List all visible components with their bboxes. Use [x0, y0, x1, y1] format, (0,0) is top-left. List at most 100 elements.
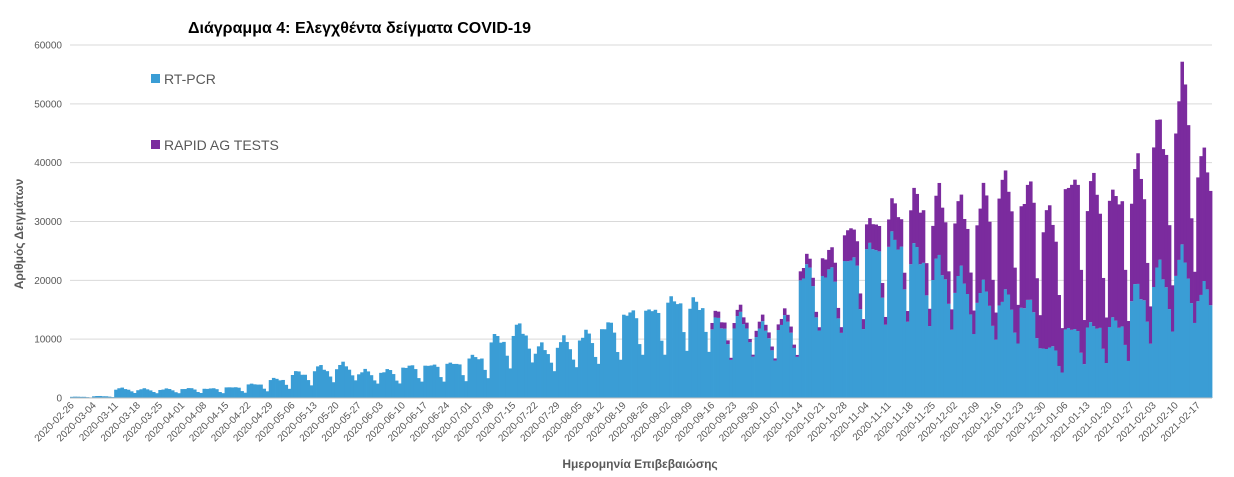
bar-rt-pcr	[527, 348, 531, 398]
bar-rt-pcr	[152, 391, 156, 398]
bar-rapid-ag-tests	[950, 309, 954, 330]
bar-rt-pcr	[704, 331, 708, 398]
bar-rapid-ag-tests	[1161, 149, 1166, 280]
bar-rapid-ag-tests	[1057, 295, 1061, 366]
bar-rt-pcr	[565, 341, 569, 398]
bar-rt-pcr	[1066, 328, 1071, 398]
bar-rt-pcr	[792, 347, 796, 398]
bar-rt-pcr	[170, 390, 175, 398]
bar-rt-pcr	[707, 351, 711, 398]
bar-rt-pcr	[820, 275, 825, 398]
bar-rt-pcr	[404, 367, 408, 398]
legend: RT-PCR RAPID AG TESTS	[151, 71, 279, 153]
bar-rt-pcr	[940, 275, 945, 398]
bar-rt-pcr	[123, 389, 128, 398]
legend-label-rapid-ag-tests: RAPID AG TESTS	[164, 137, 279, 153]
bar-rapid-ag-tests	[713, 310, 718, 318]
bar-rt-pcr	[1129, 301, 1134, 398]
bar-rt-pcr	[394, 380, 399, 398]
bar-rt-pcr	[388, 370, 393, 398]
bar-rt-pcr	[1158, 259, 1162, 398]
bar-rt-pcr	[688, 308, 692, 398]
bar-rt-pcr	[795, 356, 800, 398]
bar-rt-pcr	[751, 356, 755, 398]
bar-rt-pcr	[366, 371, 371, 398]
bar-rapid-ag-tests	[1000, 179, 1005, 302]
bar-rt-pcr	[448, 362, 453, 398]
bar-rapid-ag-tests	[984, 195, 989, 292]
bar-rapid-ag-tests	[1129, 203, 1134, 302]
y-tick-label: 10000	[34, 335, 62, 346]
bar-rapid-ag-tests	[830, 247, 834, 268]
bar-rapid-ag-tests	[1104, 317, 1109, 364]
bar-rapid-ag-tests	[988, 221, 992, 306]
bar-rt-pcr	[350, 375, 355, 398]
bar-rt-pcr	[735, 316, 740, 398]
bar-rt-pcr	[823, 277, 828, 398]
bar-rt-pcr	[1016, 343, 1020, 398]
bar-rt-pcr	[776, 330, 781, 398]
bar-rapid-ag-tests	[811, 277, 815, 287]
bar-rt-pcr	[947, 303, 951, 398]
bar-rapid-ag-tests	[760, 314, 765, 322]
bar-rt-pcr	[458, 364, 462, 398]
bar-rt-pcr	[117, 388, 121, 398]
bar-rapid-ag-tests	[1088, 181, 1093, 323]
bar-rt-pcr	[1101, 348, 1106, 398]
bar-rt-pcr	[1123, 344, 1128, 398]
bar-rt-pcr	[133, 392, 137, 398]
bar-rapid-ag-tests	[764, 324, 768, 331]
bar-rt-pcr	[628, 312, 632, 398]
bar-rt-pcr	[644, 310, 648, 398]
bar-rapid-ag-tests	[1025, 184, 1030, 300]
bar-rt-pcr	[1003, 289, 1008, 398]
bar-rt-pcr	[360, 372, 364, 398]
bar-rt-pcr	[1148, 343, 1153, 398]
bar-rt-pcr	[1104, 363, 1109, 398]
bar-rt-pcr	[155, 393, 159, 398]
bar-rt-pcr	[189, 388, 194, 398]
bar-rt-pcr	[1035, 338, 1039, 398]
bar-rapid-ag-tests	[757, 321, 762, 329]
bar-rt-pcr	[268, 380, 273, 398]
bar-rt-pcr	[817, 330, 822, 398]
bar-rt-pcr	[883, 324, 888, 398]
bar-rt-pcr	[852, 257, 856, 398]
bar-rt-pcr	[369, 375, 374, 398]
bar-rt-pcr	[877, 251, 882, 398]
bar-rt-pcr	[211, 388, 216, 398]
bar-rapid-ag-tests	[732, 323, 737, 329]
bar-rt-pcr	[864, 249, 869, 398]
bar-rapid-ag-tests	[1060, 328, 1065, 373]
bar-rt-pcr	[344, 366, 349, 398]
bar-rt-pcr	[1164, 287, 1169, 398]
bar-rapid-ag-tests	[937, 182, 942, 255]
bar-rt-pcr	[1019, 307, 1024, 398]
bar-rapid-ag-tests	[782, 308, 787, 316]
bar-rt-pcr	[666, 302, 670, 398]
bar-rt-pcr	[129, 391, 134, 398]
bar-rt-pcr	[1060, 372, 1065, 398]
bar-rt-pcr	[1208, 305, 1213, 398]
bar-rt-pcr	[1155, 267, 1159, 398]
bar-rt-pcr	[167, 389, 172, 398]
bar-rt-pcr	[1073, 329, 1077, 398]
bar-rt-pcr	[186, 388, 191, 398]
bar-rapid-ag-tests	[1044, 210, 1049, 350]
bar-rt-pcr	[312, 371, 317, 398]
bar-rapid-ag-tests	[1032, 202, 1036, 313]
bar-rt-pcr	[410, 365, 415, 398]
bar-rt-pcr	[921, 262, 926, 398]
bar-rapid-ag-tests	[1180, 61, 1184, 245]
bar-rt-pcr	[1022, 308, 1027, 398]
bar-rt-pcr	[890, 231, 894, 398]
bar-rt-pcr	[341, 361, 345, 398]
bar-rapid-ag-tests	[735, 309, 740, 317]
bar-rt-pcr	[950, 329, 954, 398]
bar-rt-pcr	[281, 379, 285, 398]
bar-rt-pcr	[432, 364, 437, 398]
bar-rapid-ag-tests	[827, 249, 831, 270]
bar-rapid-ag-tests	[1136, 153, 1140, 284]
bar-rt-pcr	[880, 297, 885, 398]
bar-rapid-ag-tests	[751, 354, 755, 357]
